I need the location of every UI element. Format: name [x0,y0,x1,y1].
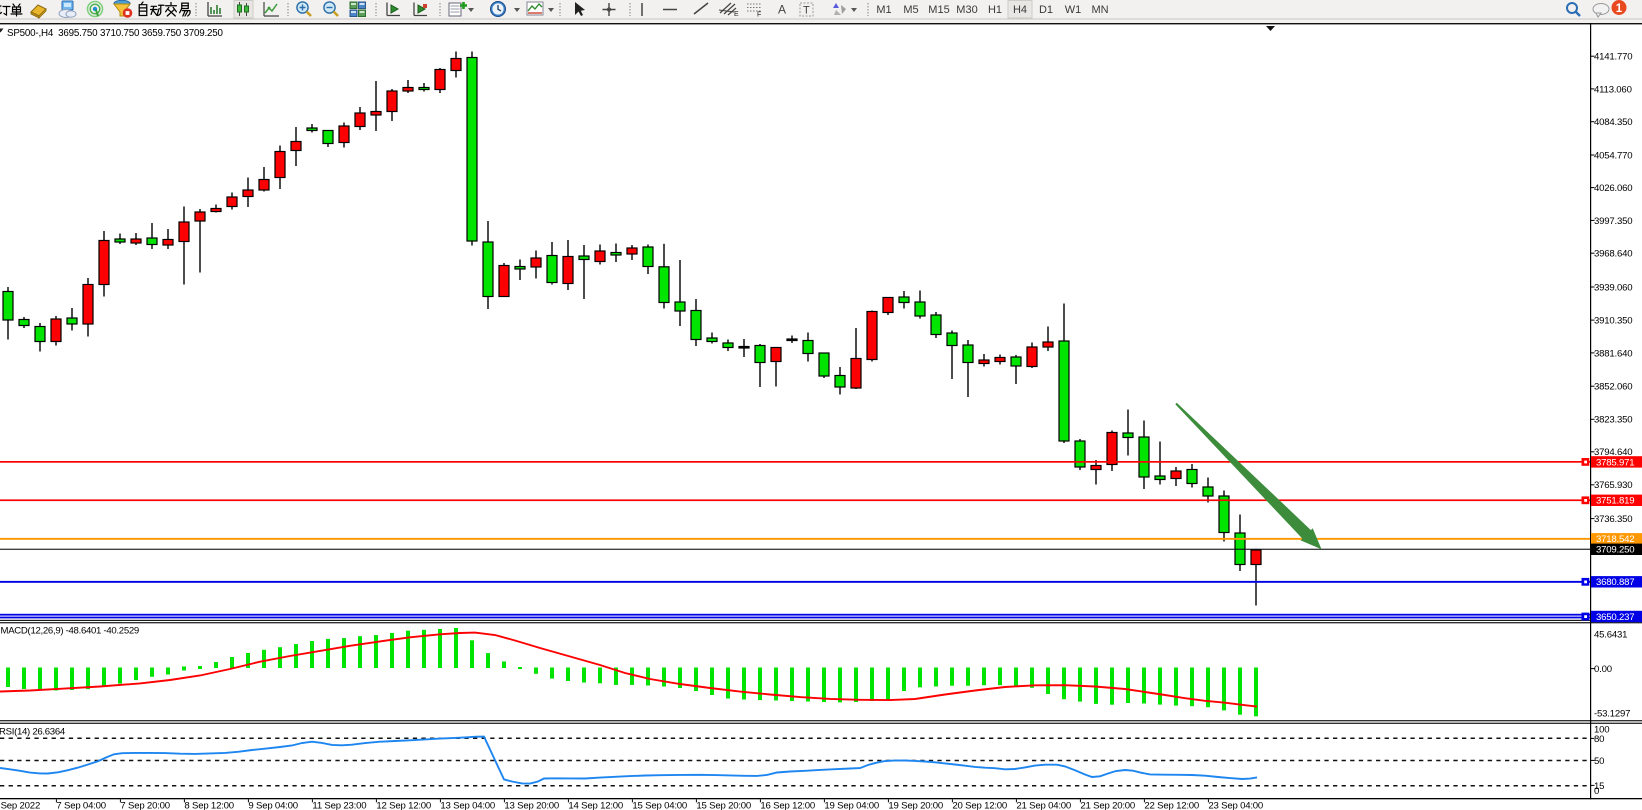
svg-text:SP500-,H4 3695.750 3710.750 3: SP500-,H4 3695.750 3710.750 3659.750 370… [7,28,224,39]
svg-text:14 Sep 12:00: 14 Sep 12:00 [568,801,623,810]
svg-text:8 Sep 12:00: 8 Sep 12:00 [184,801,234,810]
svg-text:3765.930: 3765.930 [1594,480,1632,491]
svg-text:45.6431: 45.6431 [1594,630,1627,641]
svg-text:4141.770: 4141.770 [1594,52,1632,63]
svg-text:3650.237: 3650.237 [1596,612,1634,623]
svg-text:3718.542: 3718.542 [1596,534,1634,545]
svg-text:0: 0 [1594,786,1599,797]
svg-text:3852.060: 3852.060 [1594,382,1632,393]
svg-text:T: T [803,5,810,17]
svg-text:19 Sep 04:00: 19 Sep 04:00 [824,801,879,810]
svg-text:3751.819: 3751.819 [1596,496,1634,507]
svg-text:M5: M5 [903,4,918,16]
svg-text:-53.1297: -53.1297 [1594,709,1630,720]
svg-text:23 Sep 04:00: 23 Sep 04:00 [1208,801,1263,810]
svg-text:1: 1 [1616,3,1623,15]
svg-text:MN: MN [1091,4,1108,16]
svg-text:3794.640: 3794.640 [1594,447,1632,458]
svg-text:4026.060: 4026.060 [1594,183,1632,194]
svg-text:4084.350: 4084.350 [1594,117,1632,128]
svg-text:12 Sep 12:00: 12 Sep 12:00 [376,801,431,810]
svg-text:15: 15 [1594,781,1604,792]
svg-text:15 Sep 20:00: 15 Sep 20:00 [696,801,751,810]
svg-text:3910.350: 3910.350 [1594,316,1632,327]
svg-text:4054.770: 4054.770 [1594,150,1632,161]
svg-text:A: A [778,3,786,17]
svg-text:3881.640: 3881.640 [1594,348,1632,359]
svg-text:MACD(12,26,9) -48.6401 -40.252: MACD(12,26,9) -48.6401 -40.2529 [1,626,139,637]
svg-text:M15: M15 [928,4,949,16]
svg-text:13 Sep 20:00: 13 Sep 20:00 [504,801,559,810]
svg-text:21 Sep 20:00: 21 Sep 20:00 [1080,801,1135,810]
svg-text:22 Sep 12:00: 22 Sep 12:00 [1144,801,1199,810]
svg-text:3785.971: 3785.971 [1596,457,1634,468]
svg-text:7 Sep 04:00: 7 Sep 04:00 [56,801,106,810]
svg-text:H1: H1 [988,4,1002,16]
svg-text:4113.060: 4113.060 [1594,84,1632,95]
svg-text:11 Sep 23:00: 11 Sep 23:00 [312,801,366,810]
svg-text:20 Sep 12:00: 20 Sep 12:00 [952,801,1007,810]
svg-text:E: E [734,11,739,18]
svg-text:19 Sep 20:00: 19 Sep 20:00 [888,801,943,810]
svg-text:3939.060: 3939.060 [1594,282,1632,293]
svg-text:3823.350: 3823.350 [1594,415,1632,426]
svg-text:3968.640: 3968.640 [1594,249,1632,260]
svg-text:3736.350: 3736.350 [1594,514,1632,525]
svg-text:16 Sep 12:00: 16 Sep 12:00 [760,801,815,810]
svg-text:RSI(14) 26.6364: RSI(14) 26.6364 [0,727,66,738]
svg-text:21 Sep 04:00: 21 Sep 04:00 [1016,801,1071,810]
svg-text:0.00: 0.00 [1594,664,1612,675]
svg-text:H4: H4 [1013,4,1027,16]
svg-text:50: 50 [1594,756,1604,767]
svg-text:80: 80 [1594,734,1604,745]
svg-text:F: F [757,12,761,19]
svg-text:M30: M30 [956,4,977,16]
svg-text:3997.350: 3997.350 [1594,216,1632,227]
svg-text:3680.887: 3680.887 [1596,577,1634,588]
svg-text:100: 100 [1594,724,1609,735]
svg-text:M1: M1 [876,4,891,16]
svg-text:5 Sep 2022: 5 Sep 2022 [0,801,40,810]
svg-text:7 Sep 20:00: 7 Sep 20:00 [120,801,170,810]
svg-text:15 Sep 04:00: 15 Sep 04:00 [632,801,687,810]
svg-text:9 Sep 04:00: 9 Sep 04:00 [248,801,298,810]
svg-text:13 Sep 04:00: 13 Sep 04:00 [440,801,495,810]
svg-text:D1: D1 [1039,4,1053,16]
svg-text:3709.250: 3709.250 [1596,545,1634,556]
svg-text:W1: W1 [1065,4,1082,16]
